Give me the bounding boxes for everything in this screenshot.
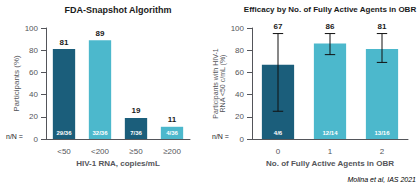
svg-text:100: 100 bbox=[25, 24, 39, 33]
svg-text:20: 20 bbox=[235, 112, 244, 121]
svg-text:n/N =: n/N = bbox=[212, 133, 229, 140]
svg-text:80: 80 bbox=[235, 46, 244, 55]
svg-text:≥200: ≥200 bbox=[163, 147, 181, 156]
svg-text:11: 11 bbox=[168, 115, 177, 124]
svg-text:60: 60 bbox=[29, 68, 38, 77]
svg-text:RNA <50 c/mL (%): RNA <50 c/mL (%) bbox=[219, 55, 227, 113]
svg-text:32/36: 32/36 bbox=[92, 130, 108, 136]
svg-text:40: 40 bbox=[29, 90, 38, 99]
svg-text:80: 80 bbox=[29, 46, 38, 55]
svg-text:0: 0 bbox=[34, 135, 39, 144]
svg-text:100: 100 bbox=[231, 24, 245, 33]
svg-text:1: 1 bbox=[328, 147, 333, 156]
svg-text:Efficacy by No. of Fully Activ: Efficacy by No. of Fully Active Agents i… bbox=[244, 5, 417, 14]
svg-text:20: 20 bbox=[29, 112, 38, 121]
svg-text:19: 19 bbox=[132, 106, 141, 115]
svg-text:Molina et al, IAS 2021: Molina et al, IAS 2021 bbox=[348, 176, 417, 183]
svg-text:0: 0 bbox=[276, 147, 281, 156]
svg-text:13/16: 13/16 bbox=[374, 130, 390, 136]
svg-text:4/6: 4/6 bbox=[274, 130, 283, 136]
svg-text:Participants (%): Participants (%) bbox=[12, 55, 21, 112]
svg-text:40: 40 bbox=[235, 90, 244, 99]
svg-text:29/36: 29/36 bbox=[56, 130, 72, 136]
svg-text:7/36: 7/36 bbox=[130, 130, 142, 136]
svg-text:89: 89 bbox=[96, 29, 105, 38]
svg-text:n/N =: n/N = bbox=[6, 133, 23, 140]
svg-text:12/14: 12/14 bbox=[322, 130, 338, 136]
svg-text:2: 2 bbox=[380, 147, 385, 156]
svg-text:No. of Fully Active Agents in: No. of Fully Active Agents in OBR bbox=[266, 159, 394, 168]
svg-text:81: 81 bbox=[60, 38, 69, 47]
svg-text:4/36: 4/36 bbox=[166, 130, 178, 136]
svg-text:HIV-1 RNA, copies/mL: HIV-1 RNA, copies/mL bbox=[76, 159, 160, 168]
svg-text:86: 86 bbox=[326, 22, 335, 31]
svg-text:81: 81 bbox=[378, 22, 387, 31]
svg-text:FDA-Snapshot Algorithm: FDA-Snapshot Algorithm bbox=[64, 5, 171, 15]
svg-text:60: 60 bbox=[235, 68, 244, 77]
svg-text:Participants with HIV-1: Participants with HIV-1 bbox=[212, 48, 219, 119]
svg-text:67: 67 bbox=[274, 22, 283, 31]
svg-text:≥50: ≥50 bbox=[129, 147, 143, 156]
svg-text:<50: <50 bbox=[57, 147, 71, 156]
svg-text:<200: <200 bbox=[91, 147, 110, 156]
svg-text:0: 0 bbox=[240, 135, 245, 144]
